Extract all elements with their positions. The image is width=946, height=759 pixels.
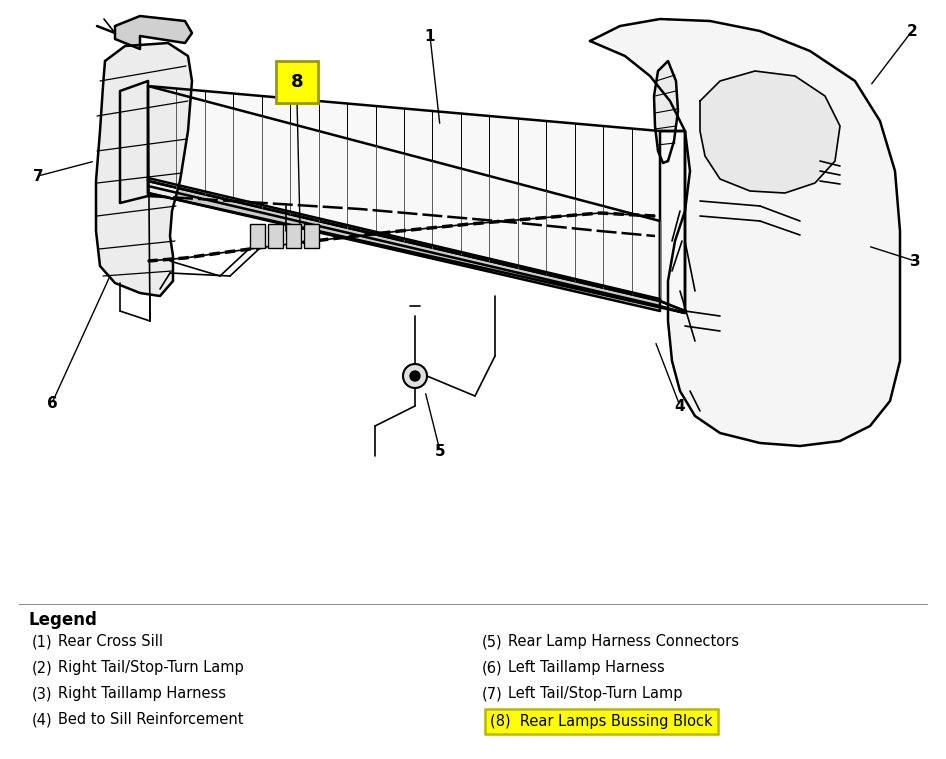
Polygon shape — [590, 19, 900, 446]
Text: Bed to Sill Reinforcement: Bed to Sill Reinforcement — [58, 712, 243, 727]
Polygon shape — [96, 43, 192, 296]
Polygon shape — [120, 81, 148, 203]
Text: (4): (4) — [31, 712, 52, 727]
Text: Rear Cross Sill: Rear Cross Sill — [58, 634, 163, 649]
Text: 8: 8 — [290, 73, 304, 91]
FancyBboxPatch shape — [276, 61, 318, 103]
Text: (5): (5) — [482, 634, 502, 649]
Text: (7): (7) — [482, 686, 502, 701]
Polygon shape — [148, 186, 685, 313]
Circle shape — [403, 364, 427, 388]
Text: (8)  Rear Lamps Bussing Block: (8) Rear Lamps Bussing Block — [490, 714, 712, 729]
Text: (1): (1) — [31, 634, 52, 649]
Text: Right Tail/Stop-Turn Lamp: Right Tail/Stop-Turn Lamp — [58, 660, 244, 675]
Polygon shape — [115, 16, 192, 49]
Text: 6: 6 — [46, 395, 58, 411]
Bar — [268, 224, 283, 248]
Text: Left Tail/Stop-Turn Lamp: Left Tail/Stop-Turn Lamp — [508, 686, 682, 701]
Text: Legend: Legend — [28, 611, 96, 629]
Polygon shape — [148, 178, 660, 311]
Polygon shape — [654, 61, 678, 163]
Bar — [304, 224, 319, 248]
Text: 3: 3 — [910, 254, 920, 269]
Polygon shape — [148, 86, 660, 301]
Polygon shape — [148, 86, 685, 311]
Text: 4: 4 — [674, 398, 685, 414]
Text: 2: 2 — [906, 24, 918, 39]
Text: Left Taillamp Harness: Left Taillamp Harness — [508, 660, 665, 675]
Text: (6): (6) — [482, 660, 502, 675]
Bar — [286, 224, 301, 248]
Text: 1: 1 — [425, 29, 435, 43]
Text: 7: 7 — [33, 168, 44, 184]
Polygon shape — [700, 71, 840, 193]
Text: (3): (3) — [31, 686, 52, 701]
Text: Rear Lamp Harness Connectors: Rear Lamp Harness Connectors — [508, 634, 739, 649]
Text: 5: 5 — [435, 443, 446, 458]
Polygon shape — [660, 131, 685, 311]
Text: (2): (2) — [31, 660, 52, 675]
Text: Right Taillamp Harness: Right Taillamp Harness — [58, 686, 226, 701]
Bar — [250, 224, 265, 248]
Circle shape — [410, 371, 420, 381]
